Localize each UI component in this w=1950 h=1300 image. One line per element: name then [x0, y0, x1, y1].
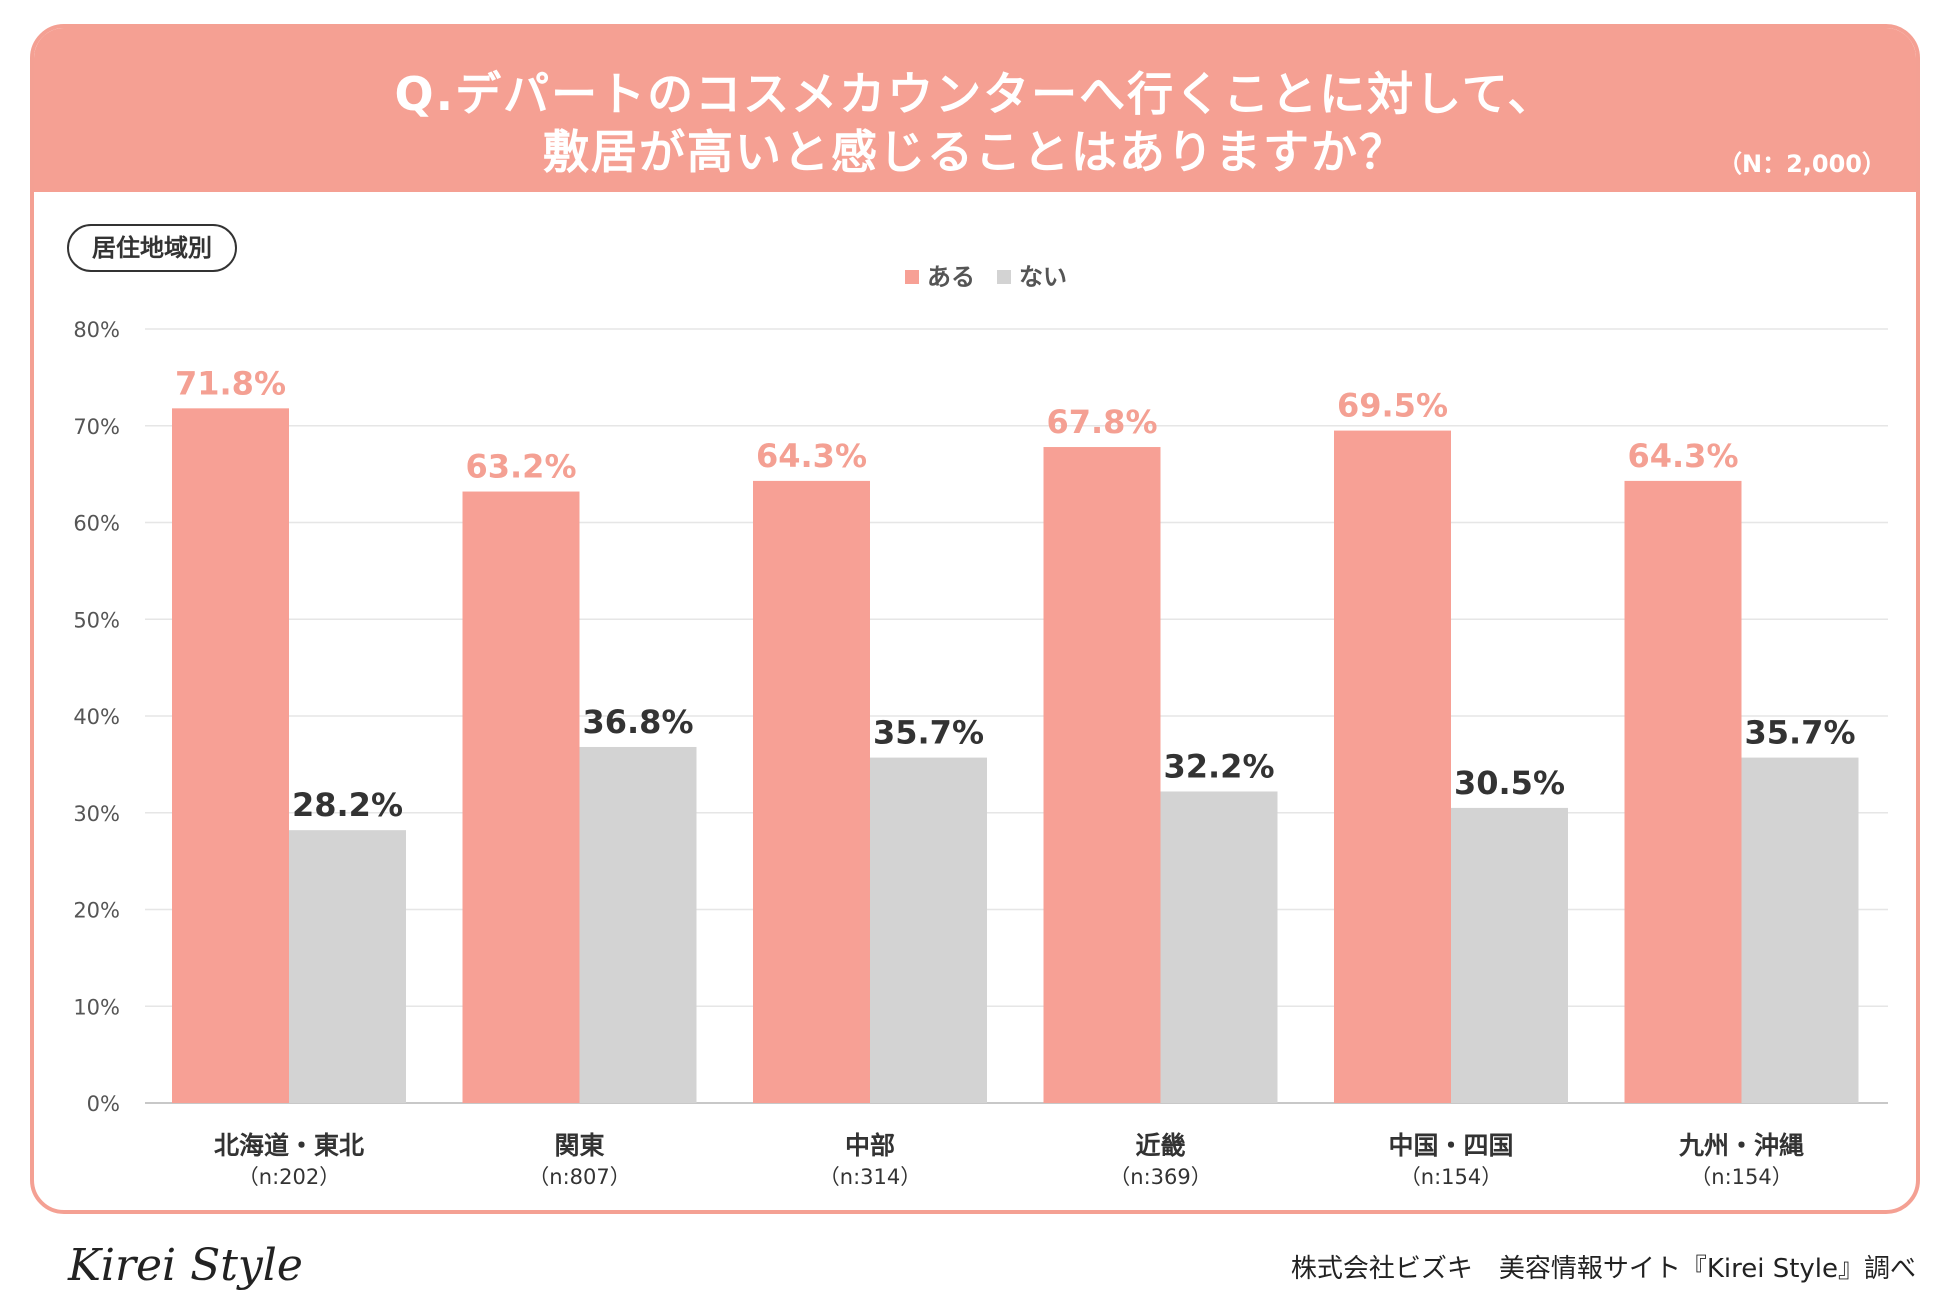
- y-tick-label: 80%: [73, 318, 120, 342]
- data-label-nai: 32.2%: [1163, 747, 1274, 785]
- y-tick-label: 40%: [73, 705, 120, 729]
- data-label-nai: 36.8%: [582, 703, 693, 741]
- y-tick-label: 10%: [73, 995, 120, 1019]
- bar-aru: [1624, 480, 1742, 1104]
- y-tick-label: 20%: [73, 899, 120, 923]
- data-label-aru: 67.8%: [1046, 403, 1157, 441]
- bar-aru: [1334, 430, 1451, 1103]
- y-tick-label: 30%: [73, 802, 120, 826]
- x-category-n-label: （n:369）: [1109, 1165, 1211, 1189]
- x-category-n-label: （n:202）: [238, 1165, 340, 1189]
- y-tick-label: 70%: [73, 415, 120, 439]
- data-label-aru: 69.5%: [1337, 387, 1448, 425]
- data-label-aru: 64.3%: [756, 437, 867, 475]
- x-category-label: 近畿: [1135, 1131, 1185, 1160]
- bar-aru: [753, 480, 870, 1104]
- legend-swatch-nai: [997, 270, 1011, 284]
- bar-nai: [1741, 757, 1859, 1103]
- data-label-aru: 64.3%: [1627, 437, 1738, 475]
- bar-aru: [1043, 447, 1161, 1103]
- x-category-n-label: （n:154）: [1690, 1165, 1792, 1189]
- source-credit: 株式会社ビズキ 美容情報サイト『Kirei Style』調べ: [1290, 1254, 1916, 1284]
- data-label-nai: 28.2%: [292, 786, 403, 824]
- x-category-n-label: （n:154）: [1400, 1165, 1502, 1189]
- data-label-aru: 63.2%: [465, 448, 576, 486]
- bar-aru: [172, 408, 289, 1104]
- segment-badge: 居住地域別: [67, 224, 237, 272]
- x-category-label: 中部: [845, 1131, 895, 1160]
- chart-header: Q.デパートのコスメカウンターへ行くことに対して、 敷居が高いと感じることはあり…: [34, 28, 1916, 192]
- sample-size-label: （N：2,000）: [1718, 150, 1886, 178]
- x-category-label: 北海道・東北: [214, 1131, 364, 1160]
- legend-label-aru: ある: [927, 263, 975, 291]
- bar-nai: [870, 757, 987, 1103]
- data-label-nai: 30.5%: [1454, 764, 1565, 802]
- x-category-n-label: （n:314）: [819, 1165, 921, 1189]
- brand-logo: Kirei Style: [68, 1240, 303, 1291]
- x-category-n-label: （n:807）: [528, 1165, 630, 1189]
- y-tick-label: 50%: [73, 608, 120, 632]
- chart-title-line1: Q.デパートのコスメカウンターへ行くことに対して、: [394, 67, 1556, 121]
- x-category-label: 中国・四国: [1388, 1131, 1513, 1160]
- data-label-nai: 35.7%: [873, 714, 984, 752]
- bar-nai: [289, 830, 406, 1103]
- y-tick-label: 60%: [73, 512, 120, 536]
- bar-nai: [579, 746, 697, 1103]
- bar-aru: [462, 491, 580, 1103]
- x-category-label: 九州・沖縄: [1678, 1131, 1804, 1160]
- bar-nai: [1160, 791, 1278, 1103]
- x-category-label: 関東: [554, 1131, 604, 1160]
- bar-nai: [1451, 807, 1568, 1103]
- legend-swatch-aru: [905, 270, 919, 284]
- data-label-aru: 71.8%: [175, 364, 286, 402]
- data-label-nai: 35.7%: [1744, 714, 1855, 752]
- y-tick-label: 0%: [87, 1092, 120, 1116]
- chart-title-line2: 敷居が高いと感じることはありますか？: [543, 125, 1407, 179]
- legend-label-nai: ない: [1019, 263, 1067, 291]
